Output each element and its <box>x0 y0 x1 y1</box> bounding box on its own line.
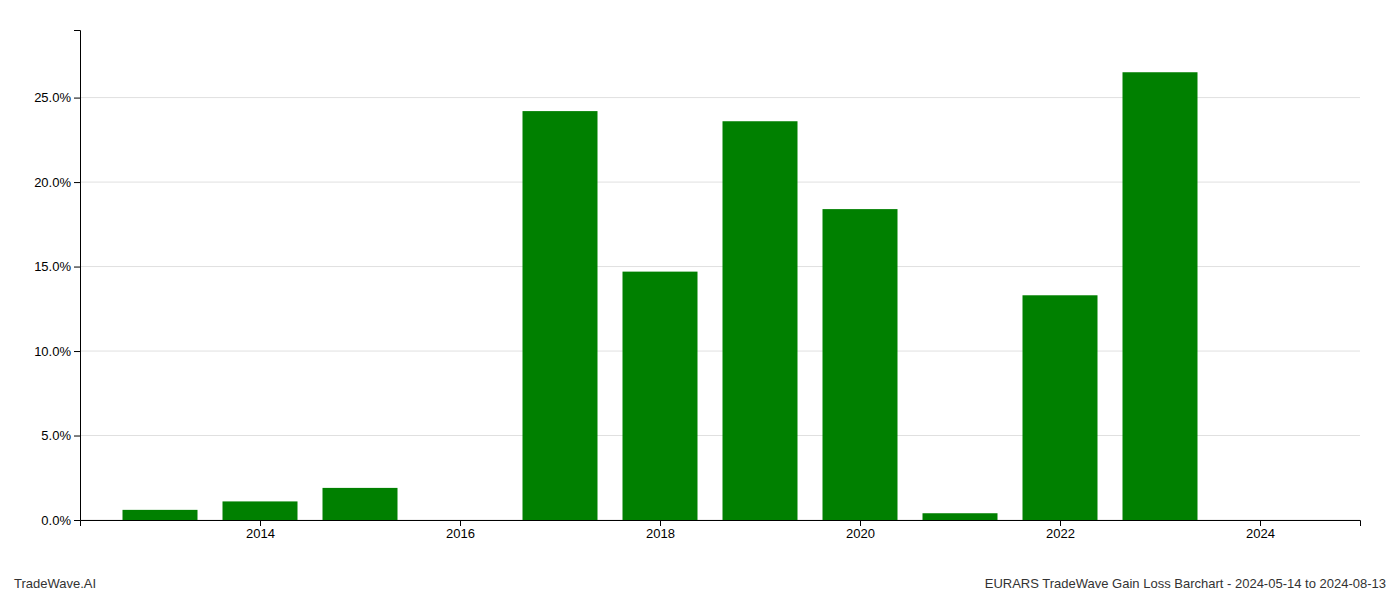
y-tick-label: 20.0% <box>34 175 71 190</box>
bar <box>723 121 798 520</box>
y-tick: 10.0% <box>34 344 80 359</box>
y-tick-mark <box>74 98 80 99</box>
y-tick: 5.0% <box>41 428 80 443</box>
y-tick: 0.0% <box>41 513 80 528</box>
annotation: TradeWave.AI <box>14 576 96 591</box>
y-tick-mark <box>74 520 80 521</box>
x-tick-mark <box>1060 520 1061 526</box>
y-tick: 25.0% <box>34 90 80 105</box>
x-tick-mark <box>860 520 861 526</box>
bar <box>523 111 598 520</box>
x-tick-label: 2014 <box>246 526 275 541</box>
x-tick-label: 2020 <box>846 526 875 541</box>
x-axis-line <box>81 521 1361 527</box>
y-tick-mark <box>74 267 80 268</box>
x-tick-label: 2022 <box>1046 526 1075 541</box>
y-tick: 20.0% <box>34 175 80 190</box>
chart: 2014 2016 2018 2020 2022 2024 0.0% 5.0% 10.0% 15.… <box>0 0 1400 600</box>
bar <box>623 272 698 520</box>
bar <box>1123 72 1198 520</box>
x-tick-mark <box>660 520 661 526</box>
bar <box>123 510 198 520</box>
x-tick: 2016 <box>446 520 475 541</box>
x-tick: 2014 <box>246 520 275 541</box>
x-tick-mark <box>260 520 261 526</box>
y-tick: 15.0% <box>34 259 80 274</box>
y-tick-mark <box>74 182 80 183</box>
plot: 2014 2016 2018 2020 2022 2024 0.0% 5.0% 10.0% 15.… <box>34 31 1360 542</box>
x-tick-mark <box>460 520 461 526</box>
y-tick-label: 25.0% <box>34 90 71 105</box>
x-tick-label: 2024 <box>1246 526 1275 541</box>
y-tick-label: 5.0% <box>41 428 71 443</box>
x-tick: 2018 <box>646 520 675 541</box>
x-tick-label: 2016 <box>446 526 475 541</box>
x-tick: 2022 <box>1046 520 1075 541</box>
x-axis: 2014 2016 2018 2020 2022 2024 <box>81 520 1361 541</box>
x-tick: 2024 <box>1246 520 1275 541</box>
y-tick-label: 15.0% <box>34 259 71 274</box>
x-tick-label: 2018 <box>646 526 675 541</box>
bar <box>223 501 298 520</box>
y-tick-mark <box>74 351 80 352</box>
y-axis-line <box>74 31 81 521</box>
x-tick-mark <box>1260 520 1261 526</box>
bar <box>1023 295 1098 520</box>
bars <box>123 72 1198 520</box>
bar <box>323 488 398 520</box>
y-tick-mark <box>74 436 80 437</box>
y-tick-label: 10.0% <box>34 344 71 359</box>
bar <box>923 513 998 520</box>
bar <box>823 209 898 520</box>
y-tick-label: 0.0% <box>41 513 71 528</box>
y-axis: 0.0% 5.0% 10.0% 15.0% 20.0% 25.0% <box>34 31 80 528</box>
x-tick: 2020 <box>846 520 875 541</box>
annotation: EURARS TradeWave Gain Loss Barchart - 20… <box>985 576 1386 591</box>
footer: TradeWave.AI EURARS TradeWave Gain Loss B… <box>14 576 1386 591</box>
